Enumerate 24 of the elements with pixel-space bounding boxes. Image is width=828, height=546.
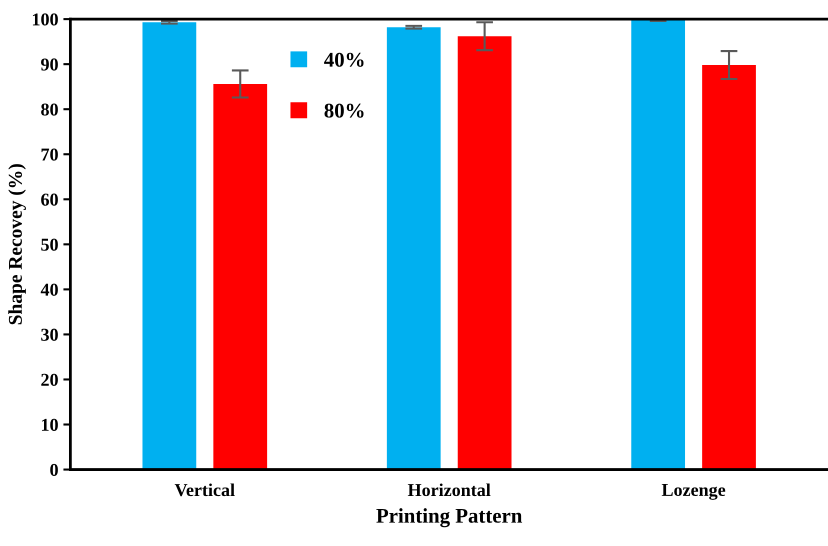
bar	[142, 22, 196, 470]
y-tick-label: 10	[42, 418, 58, 431]
y-tick-label: 100	[32, 13, 58, 26]
bar	[458, 36, 512, 470]
x-tick-label: Lozenge	[662, 484, 726, 500]
y-tick-label: 20	[41, 374, 58, 386]
y-axis-title: Shape Recovey (%)	[8, 164, 26, 324]
legend-label: 40%	[324, 52, 364, 67]
y-tick-label: 50	[41, 238, 58, 251]
y-tick-label: 60	[41, 194, 58, 206]
y-tick-label: 70	[42, 148, 58, 161]
y-tick-label: 40	[40, 284, 58, 296]
bar	[702, 65, 756, 470]
x-tick-label: Horizontal	[408, 483, 491, 496]
bar	[386, 27, 441, 470]
x-axis-title: Printing Pattern	[376, 508, 522, 528]
y-tick-label: 80	[41, 103, 58, 116]
y-tick-label: 90	[41, 58, 58, 71]
legend-label: 80%	[324, 104, 364, 118]
y-tick-label: 0	[50, 464, 58, 476]
x-tick-label: Vertical	[174, 483, 235, 496]
y-tick-label: 30	[41, 328, 58, 341]
bar	[213, 84, 268, 470]
bar	[631, 20, 686, 470]
